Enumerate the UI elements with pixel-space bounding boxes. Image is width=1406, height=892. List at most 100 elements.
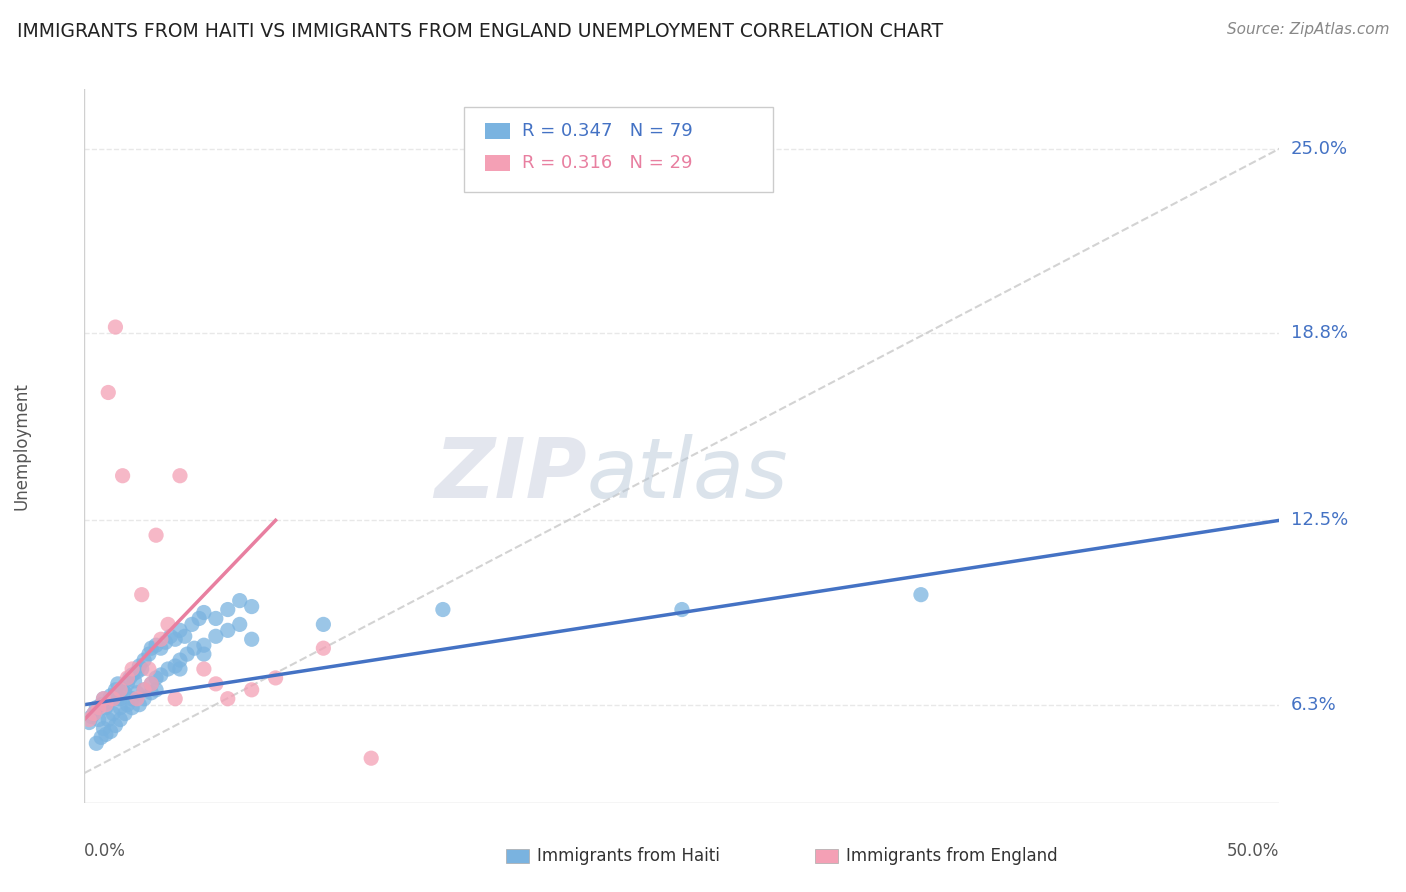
- Point: [117, 671, 139, 685]
- Point: [193, 662, 215, 676]
- Point: [188, 611, 211, 625]
- Text: 6.3%: 6.3%: [1291, 696, 1336, 714]
- Point: [205, 629, 228, 643]
- Point: [125, 665, 148, 679]
- Point: [149, 641, 172, 656]
- Point: [121, 662, 143, 676]
- Point: [101, 706, 124, 721]
- Point: [193, 647, 215, 661]
- Point: [149, 632, 172, 647]
- Point: [132, 682, 156, 697]
- Point: [155, 635, 177, 649]
- Point: [121, 700, 143, 714]
- Point: [138, 662, 160, 676]
- Text: Unemployment: Unemployment: [13, 382, 31, 510]
- Text: Source: ZipAtlas.com: Source: ZipAtlas.com: [1226, 22, 1389, 37]
- Point: [87, 700, 110, 714]
- Point: [77, 715, 100, 730]
- Point: [110, 691, 132, 706]
- Point: [165, 691, 187, 706]
- Point: [101, 691, 124, 706]
- Point: [104, 718, 127, 732]
- Point: [118, 671, 141, 685]
- Text: Immigrants from England: Immigrants from England: [846, 847, 1059, 865]
- Point: [86, 700, 108, 714]
- Point: [125, 686, 148, 700]
- Text: 25.0%: 25.0%: [1291, 140, 1348, 158]
- Point: [169, 662, 191, 676]
- Point: [114, 706, 136, 721]
- Point: [181, 617, 204, 632]
- Point: [132, 653, 156, 667]
- Text: atlas: atlas: [586, 434, 787, 515]
- Point: [165, 632, 187, 647]
- Text: 12.5%: 12.5%: [1291, 511, 1348, 529]
- Text: Immigrants from Haiti: Immigrants from Haiti: [537, 847, 720, 865]
- Point: [264, 671, 287, 685]
- Point: [141, 677, 163, 691]
- Point: [193, 606, 215, 620]
- Text: R = 0.316   N = 29: R = 0.316 N = 29: [522, 154, 692, 172]
- Point: [110, 700, 132, 714]
- Point: [169, 468, 191, 483]
- Point: [141, 677, 163, 691]
- Point: [107, 677, 129, 691]
- Point: [93, 691, 115, 706]
- Point: [217, 691, 239, 706]
- Point: [141, 641, 163, 656]
- Point: [240, 599, 263, 614]
- Point: [110, 682, 132, 697]
- Point: [240, 682, 263, 697]
- Point: [94, 700, 117, 714]
- Point: [104, 320, 127, 334]
- Point: [183, 641, 205, 656]
- Point: [111, 468, 134, 483]
- Point: [83, 706, 105, 721]
- Point: [132, 691, 156, 706]
- Point: [131, 588, 153, 602]
- Point: [94, 727, 117, 741]
- Point: [93, 722, 115, 736]
- Point: [145, 528, 167, 542]
- Point: [165, 659, 187, 673]
- Point: [240, 632, 263, 647]
- Point: [97, 385, 120, 400]
- Point: [217, 602, 239, 616]
- Point: [169, 653, 191, 667]
- Text: 50.0%: 50.0%: [1227, 842, 1279, 860]
- Point: [217, 624, 239, 638]
- Point: [141, 686, 163, 700]
- Point: [128, 698, 150, 712]
- Point: [132, 682, 156, 697]
- Text: 0.0%: 0.0%: [84, 842, 127, 860]
- Point: [145, 682, 167, 697]
- Point: [117, 677, 139, 691]
- Point: [312, 617, 335, 632]
- Point: [111, 682, 134, 697]
- Point: [87, 713, 110, 727]
- Point: [173, 629, 195, 643]
- Point: [100, 724, 122, 739]
- Point: [86, 736, 108, 750]
- Point: [97, 713, 120, 727]
- Point: [229, 617, 252, 632]
- Point: [205, 677, 228, 691]
- Point: [80, 709, 103, 723]
- Point: [93, 691, 115, 706]
- Point: [169, 624, 191, 638]
- Point: [149, 668, 172, 682]
- Text: R = 0.347   N = 79: R = 0.347 N = 79: [522, 122, 692, 140]
- Point: [176, 647, 198, 661]
- Text: ZIP: ZIP: [433, 434, 586, 515]
- Point: [121, 691, 143, 706]
- Point: [90, 731, 112, 745]
- Point: [145, 638, 167, 652]
- Point: [159, 629, 181, 643]
- Point: [124, 673, 146, 688]
- Point: [83, 706, 105, 721]
- Point: [205, 611, 228, 625]
- Point: [125, 691, 148, 706]
- Point: [117, 698, 139, 712]
- Point: [94, 698, 117, 712]
- Text: IMMIGRANTS FROM HAITI VS IMMIGRANTS FROM ENGLAND UNEMPLOYMENT CORRELATION CHART: IMMIGRANTS FROM HAITI VS IMMIGRANTS FROM…: [17, 22, 943, 41]
